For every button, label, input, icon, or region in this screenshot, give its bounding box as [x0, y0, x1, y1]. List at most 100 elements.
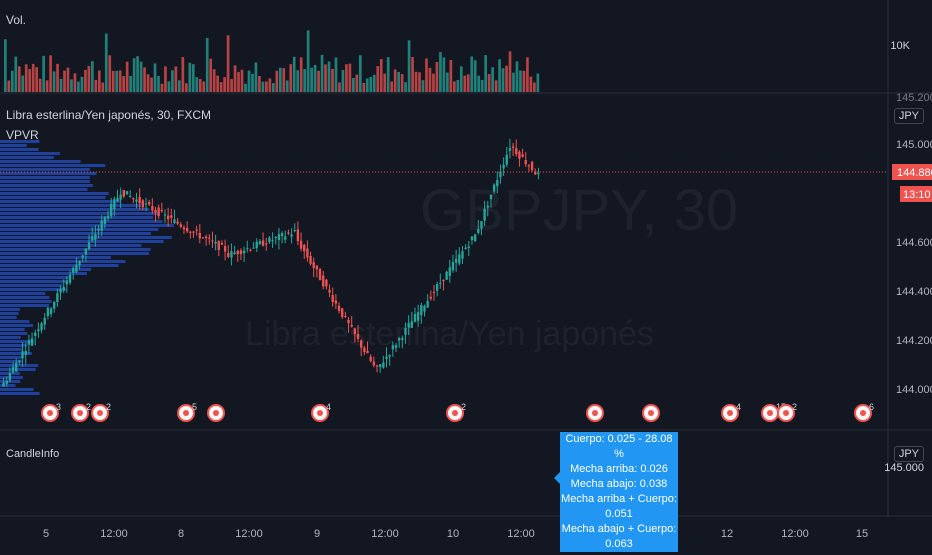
volume-bar: [275, 71, 278, 92]
volume-bar: [303, 69, 306, 92]
candle-body: [335, 301, 337, 304]
volume-bar: [234, 65, 237, 92]
candle-body: [25, 351, 27, 355]
candle-body: [512, 146, 514, 148]
price-axis-tick: 144.200: [896, 335, 932, 347]
candle-body: [490, 195, 492, 199]
volume-bar: [227, 35, 230, 92]
candle-body: [281, 233, 283, 236]
volume-bar: [516, 61, 519, 92]
candle-body: [401, 338, 403, 340]
vpvr-bar: [0, 292, 45, 295]
volume-bar: [519, 71, 522, 92]
volume-bar: [126, 62, 129, 92]
candle-body: [537, 173, 539, 174]
volume-bar: [7, 81, 10, 92]
event-marker-count: 2: [461, 402, 466, 412]
candle-body: [442, 280, 444, 282]
volume-bar: [192, 64, 195, 92]
volume-bar: [122, 76, 125, 92]
candle-body: [50, 308, 52, 314]
candle-body: [63, 287, 65, 291]
currency-box-main[interactable]: JPY: [894, 108, 924, 124]
volume-bar: [300, 57, 303, 92]
candle-body: [154, 210, 156, 213]
event-marker-count: 2: [792, 402, 797, 412]
candleinfo-label[interactable]: CandleInfo: [6, 448, 59, 460]
vpvr-bar: [0, 236, 172, 239]
price-axis-tick: 144.400: [896, 286, 932, 298]
candle-body: [208, 238, 210, 239]
vpvr-bar: [0, 392, 40, 395]
volume-bar: [310, 68, 313, 92]
candle-body: [382, 362, 384, 367]
candle-body: [417, 312, 419, 321]
vpvr-bar: [0, 212, 158, 215]
volume-bar: [272, 83, 275, 92]
candle-body: [205, 236, 207, 238]
event-marker-count: 2: [86, 402, 91, 412]
volume-bar: [460, 66, 463, 92]
vpvr-label[interactable]: VPVR: [6, 128, 39, 142]
volume-bar: [429, 68, 432, 92]
volume-bar: [282, 68, 285, 92]
vpvr-bar: [0, 216, 153, 219]
vpvr-bar: [0, 256, 111, 259]
candle-body: [430, 297, 432, 299]
time-axis-tick: 12:00: [371, 528, 399, 540]
volume-bar: [60, 79, 63, 92]
volume-bar: [376, 66, 379, 92]
volume-bar: [136, 56, 139, 92]
watermark-symbol: GBPJPY, 30: [420, 178, 738, 243]
volume-bar: [88, 66, 91, 92]
volume-bar: [216, 76, 219, 92]
volume-bar: [94, 80, 97, 92]
last-price-value: 144.880: [897, 167, 932, 179]
candle-body: [464, 248, 466, 249]
volume-bar: [220, 82, 223, 92]
currency-box-indicator[interactable]: JPY: [894, 446, 924, 462]
volume-bar: [411, 57, 414, 92]
volume-bar: [491, 67, 494, 92]
candle-body: [344, 316, 346, 317]
volume-bar: [467, 74, 470, 92]
volume-bar: [415, 72, 418, 92]
vpvr-bar: [0, 296, 49, 299]
candle-body: [262, 240, 264, 245]
candle-body: [227, 253, 229, 257]
event-marker-dot: [317, 410, 323, 416]
candle-body: [455, 259, 457, 263]
volume-bar: [105, 34, 108, 92]
candle-body: [135, 200, 137, 202]
volume-bar: [108, 55, 111, 92]
event-marker-dot: [97, 410, 103, 416]
vpvr-bar: [0, 224, 174, 227]
symbol-title[interactable]: Libra esterlina/Yen japonés, 30, FXCM: [6, 108, 211, 122]
candle-body: [221, 243, 223, 245]
volume-bar: [237, 72, 240, 92]
volume-bar: [523, 71, 526, 92]
volume-bar: [474, 60, 477, 92]
vpvr-bar: [0, 316, 17, 319]
candle-body: [531, 162, 533, 170]
candle-body: [116, 198, 118, 201]
candle-body: [249, 250, 251, 251]
candle-body: [357, 334, 359, 339]
vpvr-bar: [0, 332, 27, 335]
volume-bar: [206, 38, 209, 92]
volume-bar: [140, 62, 143, 92]
candle-body: [278, 234, 280, 240]
vpvr-bar: [0, 176, 90, 179]
volume-bar: [481, 80, 484, 92]
volume-bar: [42, 56, 45, 92]
volume-bar: [133, 58, 136, 92]
volume-bar: [248, 70, 251, 92]
volume-bar: [223, 77, 226, 92]
candle-body: [252, 248, 254, 249]
volume-bar: [328, 61, 331, 92]
candle-body: [12, 367, 14, 373]
tooltip-line: Mecha arriba + Cuerpo: 0.051: [560, 492, 678, 522]
volume-bar: [498, 59, 501, 92]
candle-body: [306, 249, 308, 258]
